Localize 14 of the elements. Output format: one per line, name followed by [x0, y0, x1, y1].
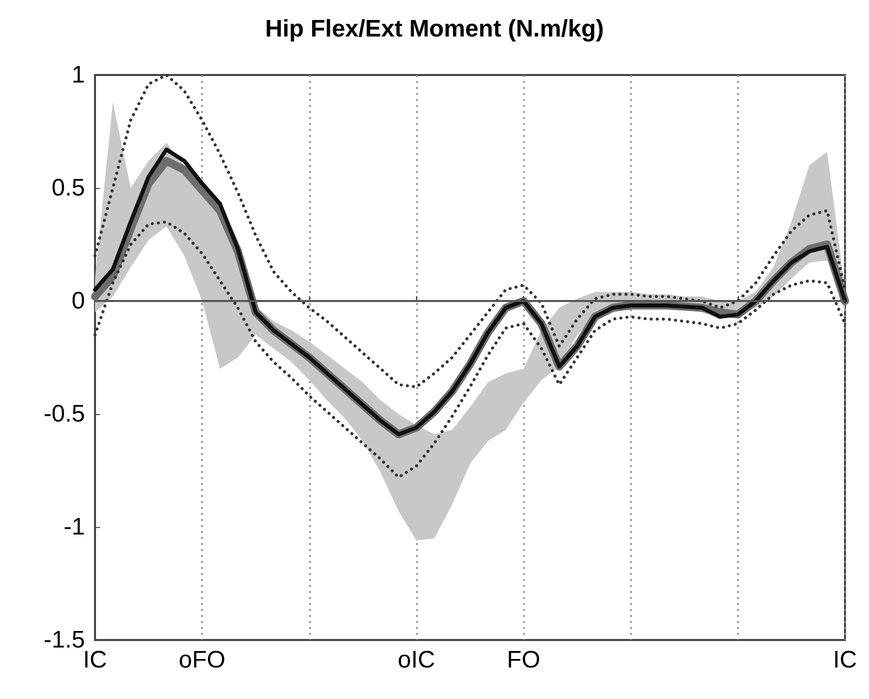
x-tick-label: oFO [178, 646, 226, 674]
x-tick-label: IC [83, 646, 107, 674]
y-tick-label: -1 [64, 514, 85, 540]
line-series [94, 220, 846, 479]
y-tick-label: -1.5 [44, 626, 85, 654]
y-tick-label: 0 [72, 288, 85, 314]
y-tick-label: 0.5 [52, 174, 85, 202]
x-tick-label: oIC [398, 646, 436, 674]
y-tick-label: -0.5 [44, 400, 85, 428]
x-tick-label: IC [833, 646, 857, 674]
chart-title: Hip Flex/Ext Moment (N.m/kg) [265, 16, 604, 42]
x-tick-label: FO [506, 646, 540, 674]
y-tick-label: 1 [72, 62, 85, 88]
line-series [94, 74, 846, 388]
